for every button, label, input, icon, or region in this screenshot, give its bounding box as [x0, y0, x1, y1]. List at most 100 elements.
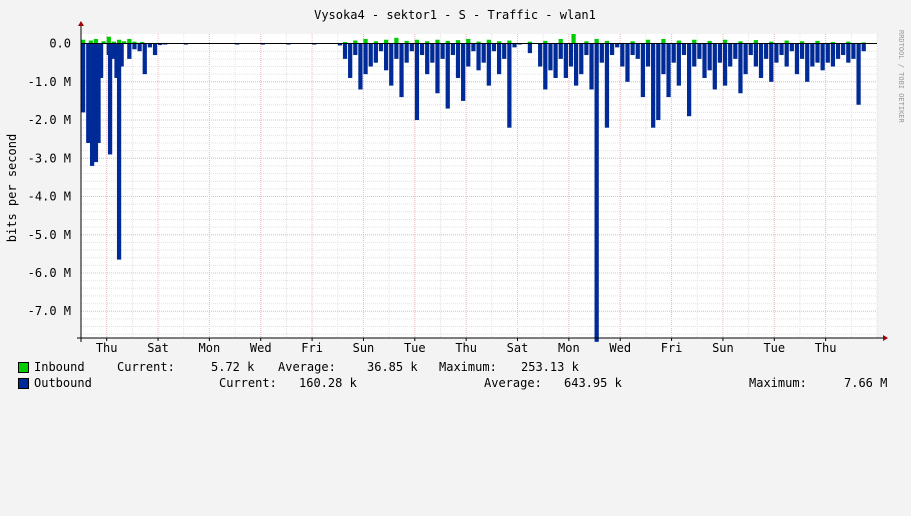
- data-bar-outbound: [89, 43, 95, 166]
- data-bar-outbound: [353, 43, 358, 56]
- data-bar-inbound: [799, 41, 805, 44]
- data-bar-outbound: [810, 43, 815, 67]
- data-bar-outbound: [414, 43, 420, 121]
- data-bar-inbound: [132, 41, 137, 44]
- x-tick-label: Tue: [763, 341, 785, 355]
- data-bar-inbound: [127, 38, 132, 44]
- data-bar-inbound: [784, 40, 789, 44]
- x-tick-label: Mon: [558, 341, 580, 355]
- data-bar-inbound: [486, 39, 491, 44]
- data-bar-outbound: [491, 43, 497, 52]
- x-tick-label: Sat: [507, 341, 529, 355]
- data-bar-inbound: [116, 39, 122, 44]
- grid: [80, 34, 878, 338]
- data-bar-outbound: [358, 43, 363, 90]
- data-bar-inbound: [738, 41, 743, 44]
- data-bar-outbound: [856, 43, 861, 105]
- data-bar-outbound: [137, 43, 142, 52]
- y-tick-labels: 0.0 -1.0 M -2.0 M -3.0 M -4.0 M -5.0 M -6.0 M -…: [28, 37, 71, 319]
- data-bar-outbound: [841, 43, 846, 56]
- data-bar-inbound: [425, 41, 430, 44]
- x-tick-label: Sun: [353, 341, 375, 355]
- x-tick-label: Fri: [301, 341, 323, 355]
- data-bar-inbound: [435, 39, 440, 44]
- data-bar-inbound: [661, 38, 666, 44]
- y-tick-label: -6.0 M: [28, 266, 71, 280]
- data-bar-outbound: [758, 43, 764, 78]
- data-bar-outbound: [861, 43, 866, 52]
- data-bar-outbound: [609, 43, 615, 56]
- data-bar-inbound: [394, 37, 399, 44]
- data-bar-outbound: [645, 43, 651, 67]
- legend-inbound-maximum-value: 253.13 k: [521, 360, 579, 374]
- data-bar-outbound: [507, 43, 512, 128]
- data-bar-outbound: [496, 43, 502, 75]
- data-bar-outbound: [553, 43, 558, 78]
- data-bar-outbound: [615, 43, 620, 48]
- data-bar-outbound: [152, 43, 158, 56]
- data-bar-outbound: [728, 43, 733, 67]
- legend-inbound-average-value: 36.85 k: [367, 360, 418, 374]
- data-bar-outbound: [697, 43, 702, 59]
- data-bar-outbound: [98, 43, 104, 78]
- data-bar-outbound: [558, 43, 563, 59]
- data-bar-outbound: [466, 43, 471, 67]
- data-bar-outbound: [342, 43, 348, 59]
- data-bar-outbound: [794, 43, 800, 75]
- data-bar-outbound: [512, 43, 517, 48]
- data-bar-outbound: [635, 43, 640, 59]
- data-bar-outbound: [373, 43, 378, 63]
- data-bar-inbound: [707, 40, 712, 44]
- data-bar-inbound: [101, 41, 106, 44]
- data-bar-outbound: [661, 43, 666, 75]
- data-bar-outbound: [733, 43, 738, 59]
- x-tick-label: Thu: [815, 341, 837, 355]
- data-bar-inbound: [373, 41, 378, 44]
- y-axis-label: bits per second: [5, 134, 19, 242]
- data-bar-outbound: [440, 43, 445, 59]
- data-bar-inbound: [594, 38, 599, 44]
- outbound-swatch: [18, 378, 29, 389]
- series-inbound: [81, 34, 866, 44]
- x-tick-labels: Thu Sat Mon Wed Fri Sun Tue Thu Sat Mon Wed Fri Sun T…: [96, 338, 837, 355]
- data-bar-outbound: [142, 43, 147, 75]
- traffic-graph: Vysoka4 - sektor1 - S - Traffic - wlan1 …: [5, 8, 905, 390]
- legend-inbound-average-label: Average:: [278, 360, 336, 374]
- data-bar-inbound: [88, 40, 93, 44]
- data-bar-inbound: [81, 39, 86, 44]
- data-bar-outbound: [599, 43, 604, 63]
- x-tick-label: Thu: [96, 341, 118, 355]
- data-bar-inbound: [692, 39, 697, 44]
- data-bar-inbound: [342, 42, 348, 44]
- inbound-swatch: [18, 362, 29, 373]
- data-bar-inbound: [571, 34, 576, 44]
- data-bar-outbound: [620, 43, 625, 67]
- data-bar-inbound: [353, 40, 358, 44]
- data-bar-outbound: [574, 43, 579, 86]
- data-bar-outbound: [799, 43, 805, 59]
- legend-outbound-average-value: 643.95 k: [564, 376, 622, 390]
- series-layer: [81, 34, 866, 342]
- legend-inbound-current-value: 5.72 k: [211, 360, 255, 374]
- data-bar-outbound: [476, 43, 481, 71]
- y-axis-arrow: [78, 21, 84, 26]
- data-bar-outbound: [805, 43, 810, 82]
- data-bar-inbound: [861, 42, 866, 44]
- data-bar-outbound: [830, 43, 836, 67]
- data-bar-outbound: [563, 43, 568, 78]
- data-bar-outbound: [707, 43, 712, 71]
- data-bar-inbound: [496, 41, 502, 44]
- data-bar-outbound: [579, 43, 584, 75]
- legend-inbound-name: Inbound: [34, 360, 85, 374]
- legend-outbound-current-value: 160.28 k: [299, 376, 357, 390]
- data-bar-outbound: [846, 43, 851, 63]
- data-bar-outbound: [119, 43, 124, 67]
- series-outbound: [81, 43, 866, 342]
- data-bar-outbound: [604, 43, 610, 128]
- data-bar-inbound: [93, 38, 99, 44]
- data-bar-outbound: [815, 43, 820, 63]
- y-tick-label: -5.0 M: [28, 228, 71, 242]
- data-bar-outbound: [96, 43, 101, 143]
- legend-outbound-maximum-value: 7.66 M: [844, 376, 888, 390]
- data-bar-outbound: [774, 43, 779, 63]
